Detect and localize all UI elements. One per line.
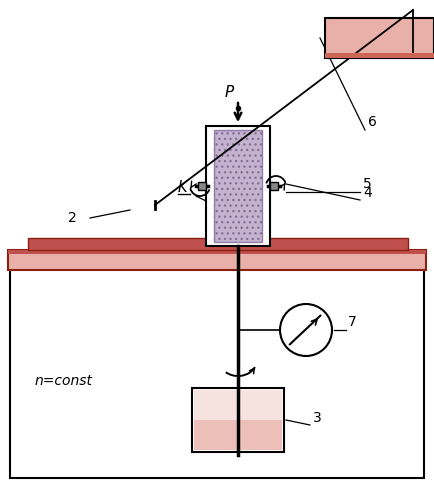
Bar (214, 130, 262, 242)
Bar (8, 250, 426, 254)
Bar (325, 18, 434, 58)
Bar (198, 182, 206, 190)
Bar (194, 390, 282, 450)
Bar (28, 238, 408, 250)
Bar (8, 250, 426, 270)
Text: 2: 2 (68, 211, 77, 225)
Text: 3: 3 (313, 411, 322, 425)
Bar (194, 390, 282, 420)
Bar (10, 268, 424, 478)
Text: 7: 7 (348, 315, 357, 329)
Text: P: P (225, 85, 234, 100)
Bar (192, 388, 284, 452)
Text: n=const: n=const (35, 374, 93, 388)
Text: K: K (178, 180, 187, 195)
Text: 1: 1 (42, 241, 51, 255)
Text: 6: 6 (368, 115, 377, 129)
Bar (270, 182, 278, 190)
Bar (206, 126, 270, 246)
Text: 4: 4 (363, 186, 372, 200)
Bar (325, 53, 434, 58)
Text: 5: 5 (363, 177, 372, 191)
